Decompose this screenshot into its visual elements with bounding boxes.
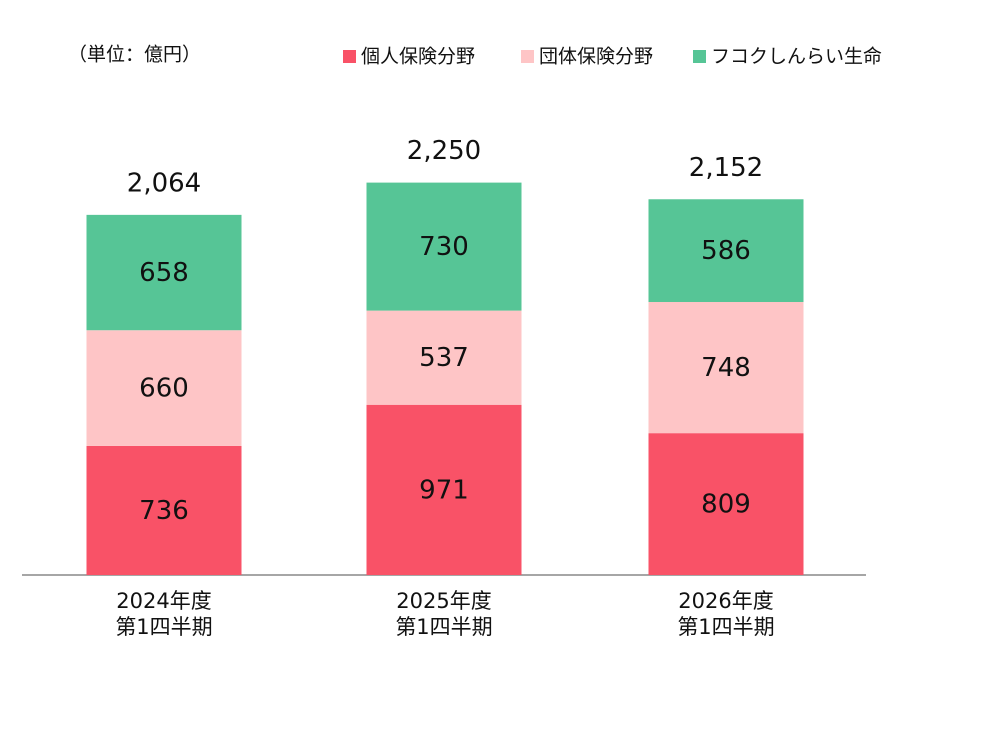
bar-segment bbox=[366, 310, 522, 405]
unit-label: （単位：億円） bbox=[68, 44, 201, 66]
segment-label: 971 bbox=[419, 475, 469, 505]
segment-label: 809 bbox=[701, 490, 751, 520]
bar-segment bbox=[86, 330, 242, 446]
segment-label: 736 bbox=[139, 496, 189, 526]
bar-segment bbox=[366, 404, 522, 575]
legend-swatch bbox=[343, 50, 356, 63]
segment-label: 586 bbox=[701, 236, 751, 266]
total-label: 2,250 bbox=[407, 136, 481, 166]
segment-label: 660 bbox=[139, 374, 189, 404]
legend-swatch bbox=[693, 50, 706, 63]
x-tick-label: 2024年度 第1四半期 bbox=[115, 589, 213, 639]
total-label: 2,152 bbox=[689, 153, 763, 183]
segment-label: 730 bbox=[419, 232, 469, 262]
legend-label: フコクしんらい生命 bbox=[711, 46, 882, 68]
segment-label: 748 bbox=[701, 353, 751, 383]
x-tick-label: 2025年度 第1四半期 bbox=[395, 589, 493, 639]
bar-segment bbox=[648, 302, 804, 434]
legend-label: 団体保険分野 bbox=[539, 46, 653, 68]
x-tick-label: 2026年度 第1四半期 bbox=[677, 589, 775, 639]
bar-segment bbox=[366, 182, 522, 311]
legend-swatch bbox=[521, 50, 534, 63]
segment-label: 537 bbox=[419, 343, 469, 373]
bar-segment bbox=[648, 433, 804, 575]
bar-segment bbox=[86, 445, 242, 575]
total-label: 2,064 bbox=[127, 168, 201, 198]
legend-label: 個人保険分野 bbox=[361, 46, 475, 68]
segment-label: 658 bbox=[139, 258, 189, 288]
bar-segment bbox=[86, 214, 242, 331]
bar-segment bbox=[648, 199, 804, 303]
